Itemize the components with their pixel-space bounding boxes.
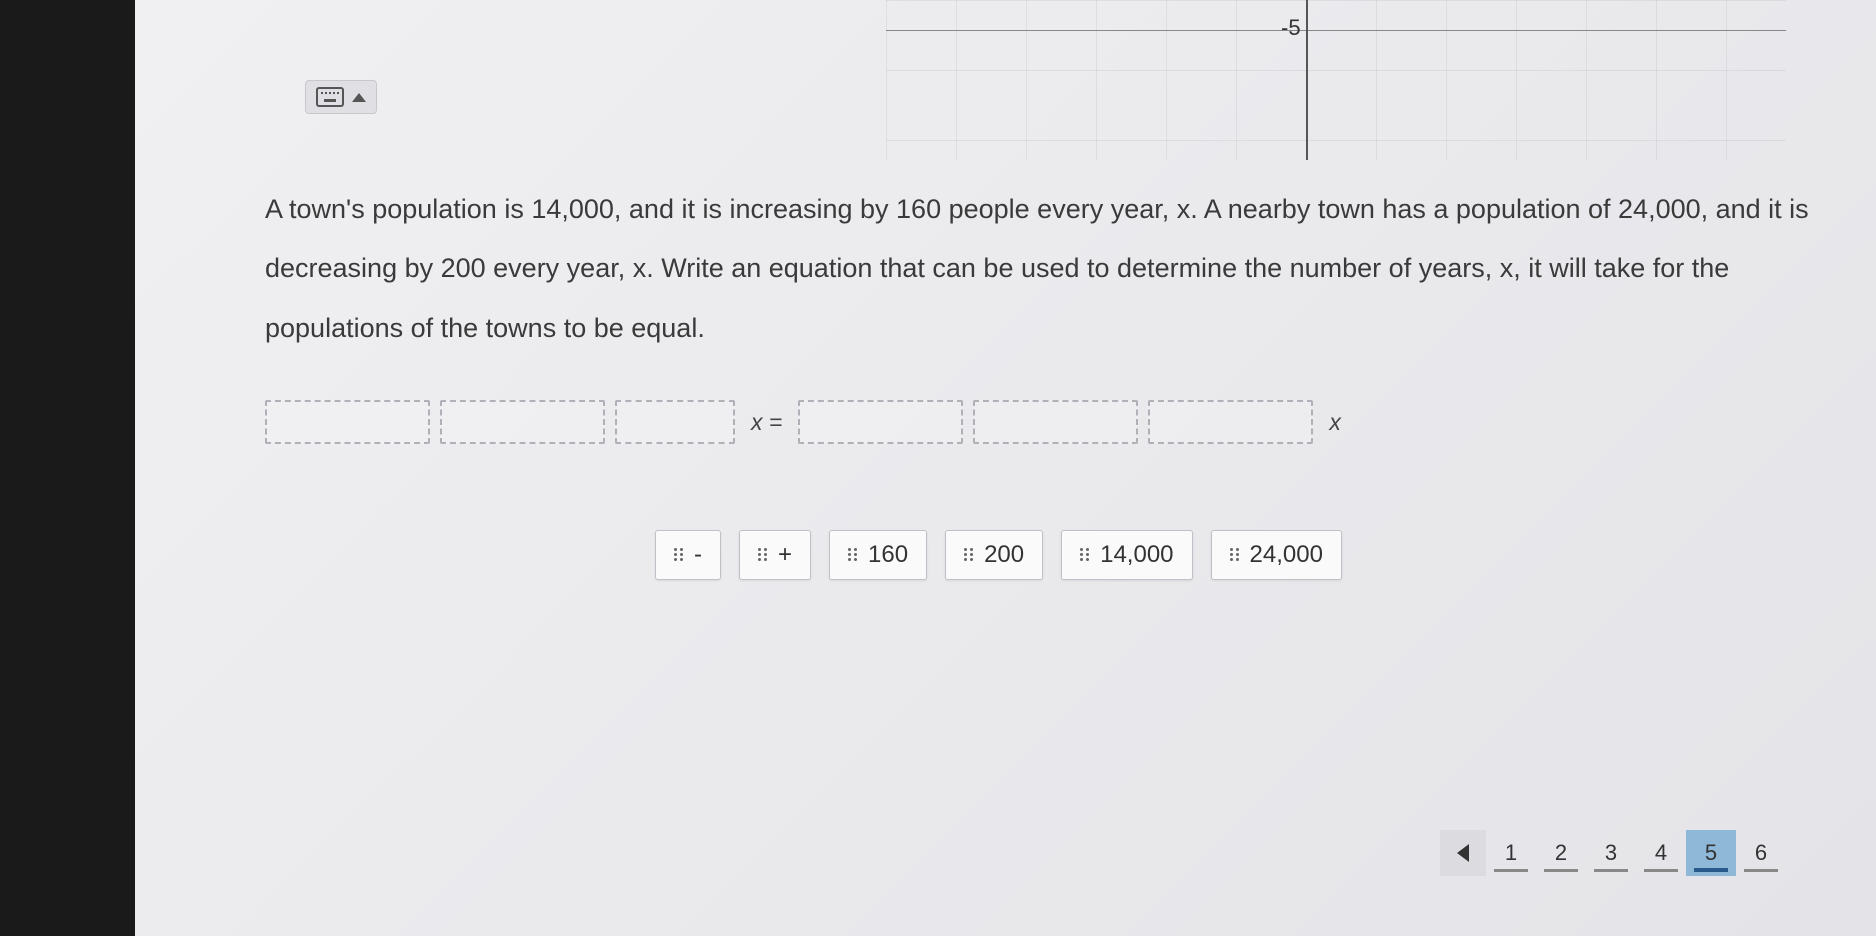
pager-page-6[interactable]: 6 xyxy=(1736,830,1786,876)
drag-grip-icon xyxy=(964,548,974,562)
drag-grip-icon xyxy=(1230,548,1240,562)
tile-label: 14,000 xyxy=(1100,541,1173,569)
equation-mid-label: x = xyxy=(745,409,788,436)
drop-slot-right-2[interactable] xyxy=(973,400,1138,444)
tile-label: 200 xyxy=(984,541,1024,569)
tile-14000[interactable]: 14,000 xyxy=(1061,530,1192,580)
tile-200[interactable]: 200 xyxy=(945,530,1043,580)
question-text: A town's population is 14,000, and it is… xyxy=(265,180,1816,358)
tile-label: + xyxy=(778,541,792,569)
drag-grip-icon xyxy=(1080,548,1090,562)
pager-page-2[interactable]: 2 xyxy=(1536,830,1586,876)
tile-minus[interactable]: - xyxy=(655,530,721,580)
pager-prev-button[interactable] xyxy=(1440,830,1486,876)
tile-label: - xyxy=(694,541,702,569)
coordinate-graph-partial: -5 xyxy=(886,0,1786,160)
page-navigator: 1 2 3 4 5 6 xyxy=(1440,830,1786,876)
equation-drop-row: x = x xyxy=(265,400,1347,444)
drop-slot-left-2[interactable] xyxy=(440,400,605,444)
keyboard-toggle-button[interactable] xyxy=(305,80,377,114)
pager-page-1[interactable]: 1 xyxy=(1486,830,1536,876)
drop-slot-right-1[interactable] xyxy=(798,400,963,444)
graph-tick-label: -5 xyxy=(1281,15,1301,41)
drag-grip-icon xyxy=(674,548,684,562)
arrow-left-icon xyxy=(1457,844,1469,862)
screen-bezel-left xyxy=(0,0,135,936)
drag-grip-icon xyxy=(758,548,768,562)
pager-label: 3 xyxy=(1605,840,1617,866)
graph-x-axis xyxy=(886,30,1786,31)
question-page: -5 A town's population is 14,000, and it… xyxy=(135,0,1876,936)
graph-y-axis xyxy=(1306,0,1308,160)
pager-label: 5 xyxy=(1705,840,1717,866)
answer-tile-row: - + 160 200 14,000 24,000 xyxy=(655,530,1342,580)
tile-label: 160 xyxy=(868,541,908,569)
tile-160[interactable]: 160 xyxy=(829,530,927,580)
drag-grip-icon xyxy=(848,548,858,562)
equation-end-label: x xyxy=(1323,409,1347,436)
tile-plus[interactable]: + xyxy=(739,530,811,580)
pager-page-4[interactable]: 4 xyxy=(1636,830,1686,876)
graph-grid xyxy=(886,0,1786,160)
pager-label: 1 xyxy=(1505,840,1517,866)
drop-slot-left-1[interactable] xyxy=(265,400,430,444)
pager-page-5[interactable]: 5 xyxy=(1686,830,1736,876)
drop-slot-right-3[interactable] xyxy=(1148,400,1313,444)
keyboard-icon xyxy=(316,87,344,107)
tile-label: 24,000 xyxy=(1250,541,1323,569)
tile-24000[interactable]: 24,000 xyxy=(1211,530,1342,580)
pager-label: 2 xyxy=(1555,840,1567,866)
pager-label: 6 xyxy=(1755,840,1767,866)
caret-up-icon xyxy=(352,93,366,102)
pager-page-3[interactable]: 3 xyxy=(1586,830,1636,876)
pager-label: 4 xyxy=(1655,840,1667,866)
drop-slot-left-3[interactable] xyxy=(615,400,735,444)
